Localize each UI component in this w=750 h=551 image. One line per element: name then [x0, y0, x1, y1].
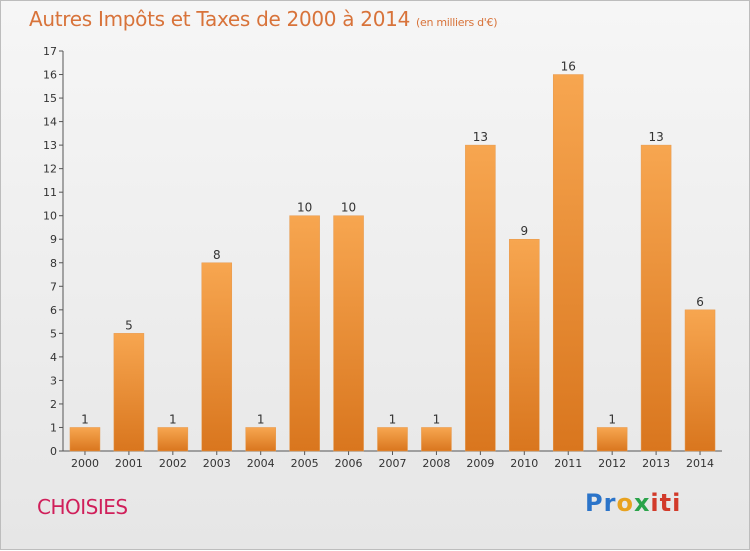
y-tick-label: 2 — [50, 398, 57, 411]
bar-value-label: 13 — [473, 130, 488, 144]
bar — [596, 427, 628, 452]
x-tick-label: 2013 — [642, 457, 670, 470]
logo-part-4: iti — [650, 489, 682, 517]
chart-title: Autres Impôts et Taxes de 2000 à 2014 (en… — [29, 7, 497, 31]
y-tick-label: 0 — [50, 445, 57, 458]
bar — [113, 333, 145, 452]
y-tick-label: 16 — [43, 69, 57, 82]
y-tick-label: 6 — [50, 304, 57, 317]
commune-name: CHOISIES — [37, 495, 128, 519]
x-tick-label: 2008 — [422, 457, 450, 470]
logo-part-1: Pr — [585, 489, 617, 517]
x-tick-label: 2003 — [203, 457, 231, 470]
bar — [377, 427, 408, 452]
chart-unit: (en milliers d'€) — [416, 16, 498, 29]
bar — [509, 238, 540, 452]
bar-value-label: 1 — [389, 412, 397, 426]
y-tick-label: 9 — [50, 233, 57, 246]
logo-part-2: o — [616, 489, 634, 517]
bar-value-label: 1 — [169, 412, 177, 426]
bar-value-label: 1 — [257, 412, 265, 426]
y-tick-label: 15 — [43, 92, 57, 105]
proxiti-logo: Proxiti — [585, 489, 681, 517]
bar-value-label: 1 — [81, 412, 89, 426]
bar-value-label: 8 — [213, 248, 221, 262]
x-tick-label: 2014 — [686, 457, 714, 470]
bar-value-label: 1 — [608, 412, 616, 426]
y-tick-label: 5 — [50, 327, 57, 340]
x-tick-label: 2000 — [71, 457, 99, 470]
x-tick-label: 2001 — [115, 457, 143, 470]
x-tick-label: 2005 — [291, 457, 319, 470]
bar — [552, 74, 584, 452]
bar-value-label: 10 — [341, 201, 356, 215]
bar-value-label: 5 — [125, 318, 133, 332]
bar — [289, 215, 320, 452]
bar — [684, 309, 716, 452]
y-tick-label: 14 — [43, 116, 57, 129]
y-tick-label: 3 — [50, 374, 57, 387]
x-tick-label: 2006 — [335, 457, 363, 470]
y-tick-label: 12 — [43, 163, 57, 176]
x-tick-label: 2011 — [554, 457, 582, 470]
y-tick-label: 10 — [43, 210, 57, 223]
bar-value-label: 6 — [696, 295, 704, 309]
bar — [640, 144, 672, 452]
bar — [245, 427, 276, 452]
y-tick-label: 4 — [50, 351, 57, 364]
bar-value-label: 16 — [561, 60, 576, 74]
y-tick-label: 17 — [43, 45, 57, 58]
x-tick-label: 2010 — [510, 457, 538, 470]
bar — [333, 215, 364, 452]
x-tick-label: 2009 — [466, 457, 494, 470]
chart-title-text: Autres Impôts et Taxes de 2000 à 2014 — [29, 7, 410, 31]
x-tick-label: 2007 — [379, 457, 407, 470]
y-tick-label: 13 — [43, 139, 57, 152]
value-labels: 1 5 1 8 1 10 10 1 1 13 9 16 1 13 6 — [81, 60, 704, 427]
bar — [201, 262, 233, 452]
bar — [465, 144, 496, 452]
bar — [421, 427, 452, 452]
y-tick-label: 7 — [50, 280, 57, 293]
bar — [69, 427, 101, 452]
bars — [69, 74, 716, 452]
y-tick-label: 8 — [50, 257, 57, 270]
bar-value-label: 10 — [297, 201, 312, 215]
bar-value-label: 1 — [433, 412, 441, 426]
y-tick-label: 1 — [50, 421, 57, 434]
logo-part-3: x — [633, 489, 651, 517]
y-tick-label: 11 — [43, 186, 57, 199]
bar-value-label: 9 — [520, 224, 528, 238]
x-tick-label: 2002 — [159, 457, 187, 470]
x-tick-label: 2004 — [247, 457, 275, 470]
x-tick-label: 2012 — [598, 457, 626, 470]
bar — [157, 427, 189, 452]
bar-value-label: 13 — [648, 130, 663, 144]
